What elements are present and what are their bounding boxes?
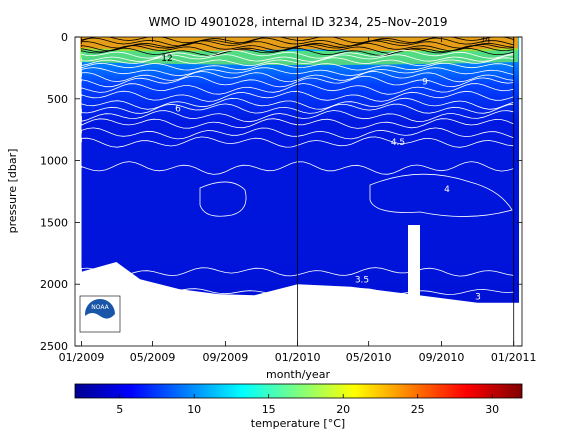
contour-label: 34: [479, 35, 491, 45]
x-axis: 01/2009 05/2009 09/2009 01/2010 05/2010 09/20…: [59, 37, 537, 364]
isotherm-line: [81, 67, 514, 77]
isotherm-line: [81, 37, 514, 44]
chart-title: WMO ID 4901028, internal ID 3234, 25–Nov…: [149, 15, 448, 29]
isotherm-line: [81, 42, 514, 52]
isotherm-line: [81, 136, 514, 148]
isotherm-line: [81, 103, 514, 114]
y-tick-label: 2000: [40, 278, 68, 291]
x-tick-label: 01/2010: [275, 351, 321, 364]
isotherm-line: [81, 127, 514, 140]
isotherm-contours: [81, 37, 514, 296]
isotherm-line: [81, 62, 514, 71]
colorbar-tick-label: 20: [336, 403, 350, 416]
isotherm-line: [81, 118, 514, 129]
y-axis: 0 500 1000 1500 2000 2500: [40, 31, 522, 353]
isotherm-line: [81, 110, 514, 123]
plot-area: 34 12 9 6 4.5 4 3.5 3: [75, 35, 522, 346]
colorbar: [74, 383, 523, 399]
isotherm-line: [81, 267, 514, 277]
x-tick-label: 09/2010: [419, 351, 465, 364]
isotherm-line: [81, 83, 514, 95]
y-tick-label: 500: [47, 93, 68, 106]
near-surface-layer: [80, 48, 518, 65]
temperature-field: [81, 37, 522, 303]
isotherm-line: [81, 161, 514, 175]
y-axis-label: pressure [dbar]: [6, 149, 19, 234]
x-tick-label: 01/2011: [491, 351, 537, 364]
plot-frame: [74, 36, 523, 347]
contour-label: 3: [475, 293, 481, 303]
contour-label: 6: [175, 105, 181, 115]
isotherm-loop: [199, 181, 247, 217]
contour-label: 4.5: [391, 138, 405, 148]
x-axis-label: month/year: [266, 368, 330, 381]
isotherm-line: [81, 57, 514, 67]
isotherm-line: [81, 75, 514, 88]
colorbar-label: temperature [°C]: [251, 417, 345, 430]
svg-text:NOAA: NOAA: [91, 304, 109, 311]
isotherm-loop: [369, 173, 513, 217]
isotherm-line: [81, 70, 514, 83]
isotherm-line: [81, 40, 514, 49]
isotherm-line: [81, 288, 514, 296]
contour-label: 4: [444, 185, 450, 195]
isotherm-line: [81, 90, 514, 102]
colorbar-ticks: 5 10 15 20 25 30: [116, 394, 499, 416]
x-tick-label: 09/2009: [203, 351, 249, 364]
y-tick-label: 2500: [40, 340, 68, 353]
colorbar-tick-label: 10: [187, 403, 201, 416]
y-tick-label: 1500: [40, 216, 68, 229]
isotherm-line: [81, 37, 514, 47]
isotherm-line: [81, 97, 514, 110]
contour-label: 9: [422, 77, 428, 87]
x-tick-label: 05/2010: [346, 351, 392, 364]
contour-label: 3.5: [355, 275, 369, 285]
colorbar-tick-label: 5: [116, 403, 123, 416]
isotherm-line: [81, 47, 514, 56]
noaa-logo: NOAA: [79, 295, 121, 333]
y-tick-label: 0: [61, 31, 68, 44]
x-tick-label: 01/2009: [59, 351, 105, 364]
colorbar-tick-label: 30: [485, 403, 499, 416]
y-tick-label: 1000: [40, 155, 68, 168]
contour-label: 12: [161, 54, 172, 64]
gap-column: [408, 225, 420, 300]
x-tick-label: 05/2009: [130, 351, 176, 364]
colorbar-tick-label: 25: [411, 403, 425, 416]
colorbar-tick-label: 15: [262, 403, 276, 416]
isotherm-line: [81, 45, 514, 54]
contour-labels: 34 12 9 6 4.5 4 3.5 3: [161, 35, 491, 303]
